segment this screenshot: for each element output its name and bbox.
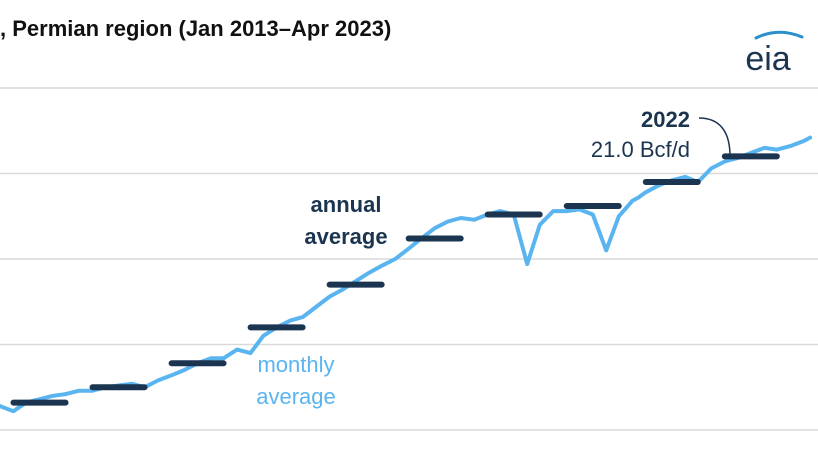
eia-logo-text: eia (745, 40, 790, 78)
annual-label-line2: average (304, 224, 387, 249)
monthly-average-line (0, 135, 813, 414)
callout-value: 21.0 Bcf/d (591, 137, 690, 162)
eia-logo-arc (754, 30, 804, 40)
chart-title: , Permian region (Jan 2013–Apr 2023) (0, 16, 392, 41)
annual-label-line1: annual (311, 192, 382, 217)
annual-average-bars (10, 153, 780, 406)
monthly-label-line2: average (256, 384, 336, 409)
callout-leader-line (698, 117, 731, 157)
gridlines (0, 87, 818, 431)
eia-logo: eia (745, 30, 804, 78)
callout-year: 2022 (641, 107, 690, 132)
monthly-label-line1: monthly (257, 352, 334, 377)
